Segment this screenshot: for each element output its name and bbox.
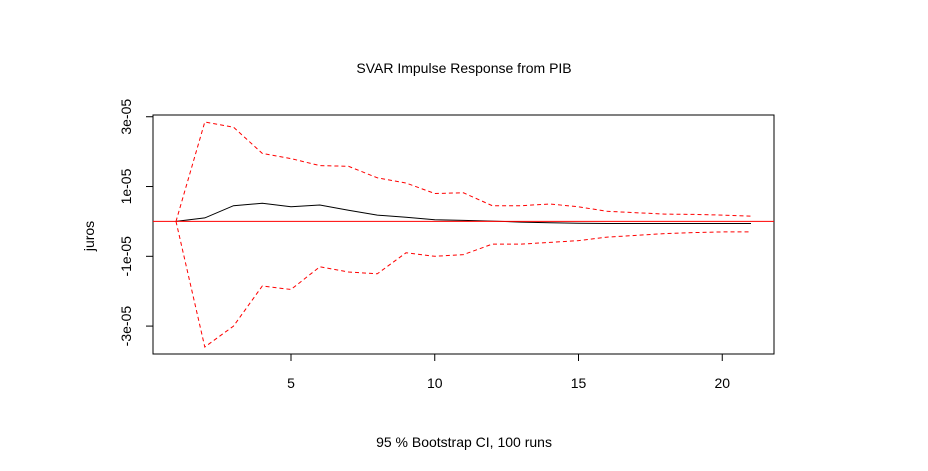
x-axis-label: 95 % Bootstrap CI, 100 runs <box>376 434 552 450</box>
x-tick-label: 5 <box>287 375 295 391</box>
chart-title: SVAR Impulse Response from PIB <box>356 60 571 76</box>
x-tick-label: 15 <box>571 375 587 391</box>
series-line-2 <box>175 121 752 222</box>
y-tick-label: 3e-05 <box>118 99 134 135</box>
series-line-3 <box>175 221 751 348</box>
y-tick-label: -1e-05 <box>118 236 134 277</box>
plot-frame <box>152 114 775 355</box>
series-layer <box>175 121 752 348</box>
y-tick-label: 1e-05 <box>118 168 134 204</box>
x-axis: 5 10 15 20 <box>287 353 730 391</box>
series-line-1 <box>175 202 751 224</box>
x-tick-label: 20 <box>714 375 730 391</box>
y-tick-label: -3e-05 <box>118 306 134 347</box>
x-tick-label: 10 <box>427 375 443 391</box>
y-axis: -3e-05 -1e-05 1e-05 3e-05 <box>118 99 154 347</box>
y-axis-label: juros <box>81 221 97 252</box>
